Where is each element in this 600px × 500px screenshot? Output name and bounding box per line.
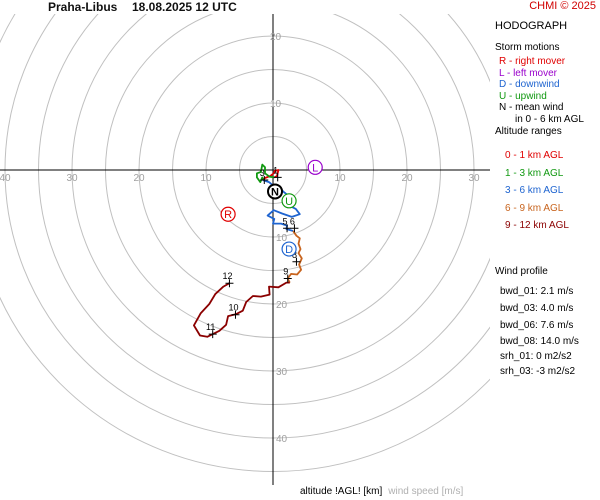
legend-3-6km: 3 - 6 km AGL <box>505 185 564 196</box>
altitude-marker <box>290 224 299 233</box>
storm-motion-marker <box>267 183 284 200</box>
altitude-label: 11 <box>206 322 215 332</box>
legend-downwind: D - downwind <box>499 79 560 90</box>
storm-motion-marker <box>281 193 297 209</box>
altitude-marker <box>260 176 269 185</box>
altitude-label: 1 <box>273 165 278 175</box>
altitude-marker <box>225 279 234 288</box>
wind-profile-values: bwd_01: 2.1 m/s bwd_03: 4.0 m/s bwd_06: … <box>500 284 579 351</box>
storm-motion-label: U <box>285 196 293 208</box>
legend-mean-wind: N - mean wind <box>499 102 564 113</box>
storm-motion-label: N <box>271 186 279 198</box>
axis-tick-label: 10 <box>276 233 288 244</box>
legend-9-12km: 9 - 12 km AGL <box>505 220 569 231</box>
sounding-datetime: 18.08.2025 12 UTC <box>132 0 237 14</box>
altitude-label: 3 <box>260 168 265 178</box>
legend-0-1km: 0 - 1 km AGL <box>505 150 564 161</box>
storm-motion-label: D <box>285 244 293 256</box>
axis-tick-label: 30 <box>468 173 480 184</box>
axis-tick-label: 30 <box>276 367 288 378</box>
axis-tick-label: 10 <box>270 99 282 110</box>
altitude-marker <box>292 257 301 266</box>
storm-motion-label: L <box>312 162 318 174</box>
storm-motion-marker <box>281 241 297 257</box>
axis-tick-label: 40 <box>276 434 288 445</box>
footer-altitude-label: altitude !AGL! [km] <box>300 486 383 497</box>
altitude-marker <box>283 274 292 283</box>
altitude-label: 9 <box>283 267 288 277</box>
axis-tick-label: 40 <box>0 173 11 184</box>
altitude-label: 5 <box>283 216 288 226</box>
srh-01-value: srh_01: 0 m2/s2 <box>500 351 572 362</box>
altitude-label: 8 <box>292 250 297 260</box>
altitude-marker <box>231 310 240 319</box>
altitude-marker <box>208 330 217 339</box>
bwd-08-value: bwd_08: 14.0 m/s <box>500 336 579 348</box>
station-name: Praha-Libus <box>48 0 118 14</box>
axis-tick-label: 20 <box>401 173 413 184</box>
grid-group: 1010101020202020303030304040404031568912… <box>0 14 490 485</box>
wind-profile-heading: Wind profile <box>495 266 548 277</box>
bwd-01-value: bwd_01: 2.1 m/s <box>500 286 574 297</box>
panel-title: HODOGRAPH <box>495 20 568 32</box>
storm-motion-marker <box>220 206 236 222</box>
bwd-03-value: bwd_03: 4.0 m/s <box>500 302 574 314</box>
storm-motion-marker <box>307 159 323 175</box>
legend-1-3km: 1 - 3 km AGL <box>505 167 564 179</box>
altitude-label: 6 <box>290 216 295 226</box>
storm-motion-label: R <box>224 209 232 221</box>
legend-6-9km: 6 - 9 km AGL <box>505 202 564 214</box>
footer-legend: altitude !AGL! [km] wind speed [m/s] <box>300 486 463 497</box>
legend-left-mover: L - left mover <box>499 67 557 79</box>
footer-speed-label: wind speed [m/s] <box>388 486 464 497</box>
srh-03-value: srh_03: -3 m2/s2 <box>500 365 576 377</box>
copyright-label: CHMI © 2025 <box>529 0 596 12</box>
axis-tick-label: 20 <box>270 32 282 43</box>
hodograph-segment <box>192 281 290 338</box>
legend-right-mover: R - right mover <box>499 56 566 67</box>
axis-tick-label: 10 <box>334 173 346 184</box>
altitude-ranges-heading: Altitude ranges <box>495 126 562 137</box>
altitude-ranges-legend: 0 - 1 km AGL 1 - 3 km AGL 3 - 6 km AGL 6… <box>505 147 569 235</box>
altitude-marker <box>283 224 292 233</box>
altitude-label: 12 <box>222 271 232 281</box>
storm-motions-heading: Storm motions <box>495 42 560 53</box>
axis-tick-label: 20 <box>133 173 145 184</box>
storm-motions-legend: R - right mover L - left mover D - downw… <box>499 56 584 125</box>
legend-upwind: U - upwind <box>499 90 547 102</box>
altitude-marker <box>273 173 282 182</box>
axis-tick-label: 30 <box>66 173 78 184</box>
axis-tick-label: 20 <box>276 300 288 311</box>
legend-mean-wind-layer: in 0 - 6 km AGL <box>515 113 584 125</box>
hodograph-segment <box>286 230 303 284</box>
altitude-label: 10 <box>228 303 238 313</box>
bwd-06-value: bwd_06: 7.6 m/s <box>500 319 574 331</box>
axis-tick-label: 10 <box>200 173 212 184</box>
helicity-values: srh_01: 0 m2/s2 srh_03: -3 m2/s2 <box>500 350 575 379</box>
